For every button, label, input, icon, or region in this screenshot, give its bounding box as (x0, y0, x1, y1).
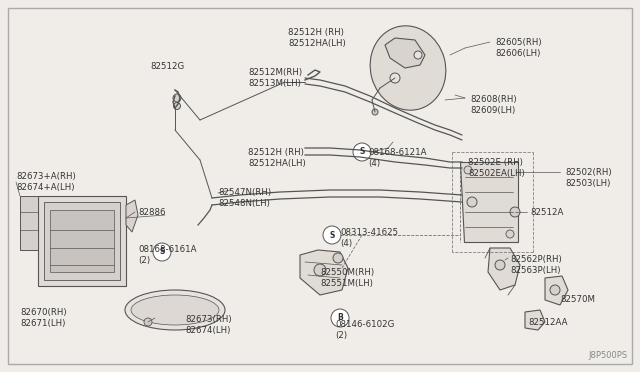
Text: 82673+A(RH)
82674+A(LH): 82673+A(RH) 82674+A(LH) (16, 172, 76, 192)
Text: 08168-6121A
(4): 08168-6121A (4) (368, 148, 426, 168)
Polygon shape (385, 38, 425, 68)
Circle shape (144, 318, 152, 326)
Polygon shape (488, 248, 520, 290)
Polygon shape (126, 200, 138, 232)
Polygon shape (300, 250, 348, 295)
Circle shape (153, 243, 171, 261)
Circle shape (323, 226, 341, 244)
Circle shape (372, 109, 378, 115)
Text: 82502(RH)
82503(LH): 82502(RH) 82503(LH) (565, 168, 612, 188)
Text: 08313-41625
(4): 08313-41625 (4) (340, 228, 398, 248)
Ellipse shape (370, 26, 446, 110)
Text: 82605(RH)
82606(LH): 82605(RH) 82606(LH) (495, 38, 541, 58)
Circle shape (550, 285, 560, 295)
Circle shape (331, 309, 349, 327)
Circle shape (314, 264, 326, 276)
Text: J8P500PS: J8P500PS (589, 351, 628, 360)
Text: S: S (159, 247, 164, 257)
Circle shape (333, 253, 343, 263)
Text: 82550M(RH)
82551M(LH): 82550M(RH) 82551M(LH) (320, 268, 374, 288)
Circle shape (506, 230, 514, 238)
Circle shape (414, 51, 422, 59)
Circle shape (510, 207, 520, 217)
Circle shape (495, 260, 505, 270)
Polygon shape (20, 196, 38, 250)
Text: 82512H (RH)
82512HA(LH): 82512H (RH) 82512HA(LH) (288, 28, 346, 48)
Circle shape (390, 73, 400, 83)
Text: 82512M(RH)
82513M(LH): 82512M(RH) 82513M(LH) (248, 68, 302, 88)
Text: 82562P(RH)
82563P(LH): 82562P(RH) 82563P(LH) (510, 255, 562, 275)
Text: 82570M: 82570M (560, 295, 595, 304)
Text: 82502E (RH)
82502EA(LH): 82502E (RH) 82502EA(LH) (468, 158, 525, 178)
Circle shape (353, 143, 371, 161)
Text: 82512A: 82512A (530, 208, 563, 217)
Text: 82608(RH)
82609(LH): 82608(RH) 82609(LH) (470, 95, 516, 115)
Circle shape (173, 103, 180, 109)
Bar (44, 202, 120, 280)
Text: S: S (359, 148, 365, 157)
Ellipse shape (125, 290, 225, 330)
Bar (50, 210, 114, 272)
Text: 82886: 82886 (138, 208, 166, 217)
Text: 82512AA: 82512AA (528, 318, 568, 327)
Circle shape (467, 197, 477, 207)
Text: 82547N(RH)
82548N(LH): 82547N(RH) 82548N(LH) (218, 188, 271, 208)
Text: 82673(RH)
82674(LH): 82673(RH) 82674(LH) (185, 315, 232, 335)
Text: 08146-6102G
(2): 08146-6102G (2) (335, 320, 394, 340)
Circle shape (464, 166, 472, 174)
Ellipse shape (131, 295, 219, 325)
Text: 82670(RH)
82671(LH): 82670(RH) 82671(LH) (20, 308, 67, 328)
Polygon shape (545, 276, 568, 305)
Text: S: S (330, 231, 335, 240)
Text: 82512G: 82512G (150, 62, 184, 71)
Polygon shape (525, 310, 545, 330)
Text: 08168-6161A
(2): 08168-6161A (2) (138, 245, 196, 265)
Circle shape (173, 94, 181, 102)
Bar (38, 196, 126, 286)
Text: B: B (337, 314, 343, 323)
Polygon shape (460, 162, 518, 242)
Text: 82512H (RH)
82512HA(LH): 82512H (RH) 82512HA(LH) (248, 148, 306, 168)
